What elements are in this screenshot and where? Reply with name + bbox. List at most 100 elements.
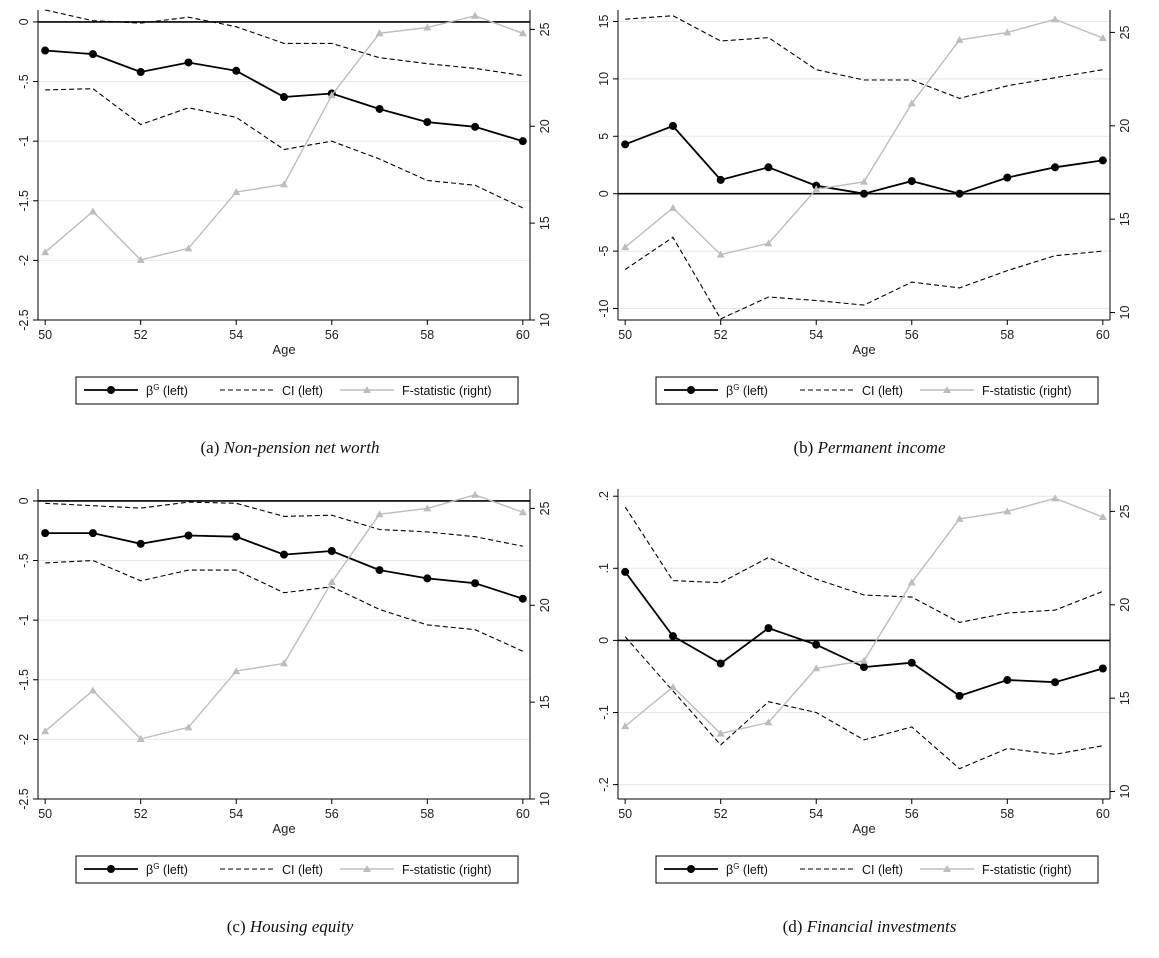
series-ci — [625, 15, 1103, 99]
y-left-tick-label: 0 — [597, 190, 611, 197]
x-tick-label: 60 — [516, 328, 530, 342]
x-tick-label: 52 — [134, 807, 148, 821]
y-left-tick-label: -1 — [17, 136, 31, 147]
panel-b: 15 10 5 0 -5 -10 10 15 20 25 50 52 54 56 58 60 Age βG (le… — [580, 0, 1159, 479]
x-tick-label: 56 — [905, 807, 919, 821]
beta-point — [860, 189, 868, 198]
fstat-point — [232, 188, 241, 196]
ci-line — [624, 236, 1103, 320]
ci-line — [45, 9, 523, 77]
caption-b: (b) Permanent income — [580, 438, 1159, 458]
gridlines — [618, 20, 1110, 310]
legend-ci-label: CI (left) — [862, 384, 903, 398]
fstat-point — [327, 91, 336, 99]
y-right-tick-label: 15 — [1118, 212, 1132, 226]
beta-point — [907, 658, 916, 667]
chart-housing-equity: 0 -.5 -1 -1.5 -2 -2.5 10 15 20 25 50 52 54 56 58 60 Age β… — [17, 489, 552, 884]
caption-title: Housing equity — [249, 917, 354, 936]
legend-box — [655, 376, 1099, 405]
fstat-line — [44, 15, 524, 261]
x-tick-label: 54 — [809, 807, 823, 821]
x-tick-label: 58 — [1000, 807, 1014, 821]
ci-line — [624, 636, 1103, 770]
fstat-point — [955, 35, 964, 43]
beta-point — [280, 550, 288, 559]
fstat-point — [41, 727, 50, 735]
caption-title: Non-pension net worth — [223, 438, 380, 457]
beta-point — [327, 547, 336, 555]
fstat-point — [88, 207, 97, 215]
y-left-tick-label: -10 — [597, 299, 611, 317]
y-right-tick-label: 20 — [538, 119, 552, 133]
y-left-tick-label: 0 — [17, 18, 31, 25]
x-tick-label: 58 — [420, 807, 434, 821]
fstat-point — [621, 243, 630, 251]
legend-beta-marker — [107, 865, 115, 873]
y-left-tick-label: -1.5 — [17, 669, 31, 691]
y-left-tick-label: -.1 — [597, 705, 611, 720]
fstat-line — [44, 494, 524, 740]
y-left-tick-label: -2.5 — [17, 309, 31, 331]
fstat-point — [375, 510, 384, 518]
beta-line — [45, 532, 524, 600]
fstat-point — [471, 11, 480, 19]
x-tick-label: 52 — [134, 328, 148, 342]
fstat-point — [136, 734, 145, 742]
x-tick-label: 54 — [229, 328, 243, 342]
y-left-tick-label: -.5 — [17, 74, 31, 89]
series-ci — [624, 236, 1103, 320]
beta-point — [907, 177, 916, 186]
fstat-point — [1003, 28, 1012, 36]
series-fstat — [621, 494, 1107, 737]
x-tick-label: 58 — [1000, 328, 1014, 342]
fstat-point — [88, 686, 97, 694]
legend-fstat-marker — [943, 865, 951, 872]
ci-line — [625, 15, 1103, 99]
fstat-point — [1098, 513, 1107, 521]
x-tick-label: 52 — [714, 328, 728, 342]
x-tick-label: 50 — [618, 807, 632, 821]
beta-point — [88, 50, 97, 59]
beta-point — [471, 122, 480, 131]
beta-point — [375, 104, 384, 113]
y-right-tick-label: 25 — [538, 501, 552, 515]
y-right-tick-label: 10 — [538, 313, 552, 327]
legend: βG (left) CI (left) F-statistic (right) — [655, 376, 1099, 405]
beta-point — [423, 574, 432, 583]
series-ci — [45, 88, 524, 209]
beta-point — [518, 137, 527, 146]
beta-point — [41, 529, 50, 538]
fstat-point — [518, 508, 527, 516]
fstat-point — [280, 180, 288, 188]
beta-point — [184, 58, 193, 67]
caption-title: Permanent income — [817, 438, 946, 457]
y-left-tick-label: -2 — [17, 734, 31, 745]
beta-point — [764, 624, 773, 633]
y-left-tick-label: -.2 — [597, 777, 611, 792]
x-axis-title: Age — [272, 342, 295, 357]
legend-ci-label: CI (left) — [862, 863, 903, 877]
x-tick-label: 50 — [618, 328, 632, 342]
fstat-line — [624, 497, 1104, 735]
beta-point — [1051, 163, 1060, 172]
legend-beta-label: βG (left) — [726, 383, 768, 398]
y-right-tick-label: 10 — [1118, 306, 1132, 320]
beta-point — [1003, 173, 1012, 182]
y-right-tick-label: 25 — [1118, 504, 1132, 518]
series-fstat — [41, 490, 527, 742]
fstat-point — [955, 514, 964, 522]
beta-point — [621, 140, 630, 149]
ci-line — [624, 506, 1104, 623]
fstat-point — [41, 248, 50, 256]
beta-point — [1003, 676, 1012, 685]
fstat-point — [375, 29, 384, 37]
fstat-point — [1003, 507, 1012, 515]
caption-label: (a) — [200, 438, 220, 457]
x-tick-label: 60 — [1096, 807, 1110, 821]
caption-label: (b) — [793, 438, 814, 457]
series-beta — [621, 567, 1107, 700]
fstat-point — [423, 23, 432, 31]
chart-non-pension-net-worth: 0 -.5 -1 -1.5 -2 -2.5 10 15 20 25 50 52 54 56 58 60 Age β… — [17, 9, 552, 405]
series-fstat — [41, 11, 527, 263]
